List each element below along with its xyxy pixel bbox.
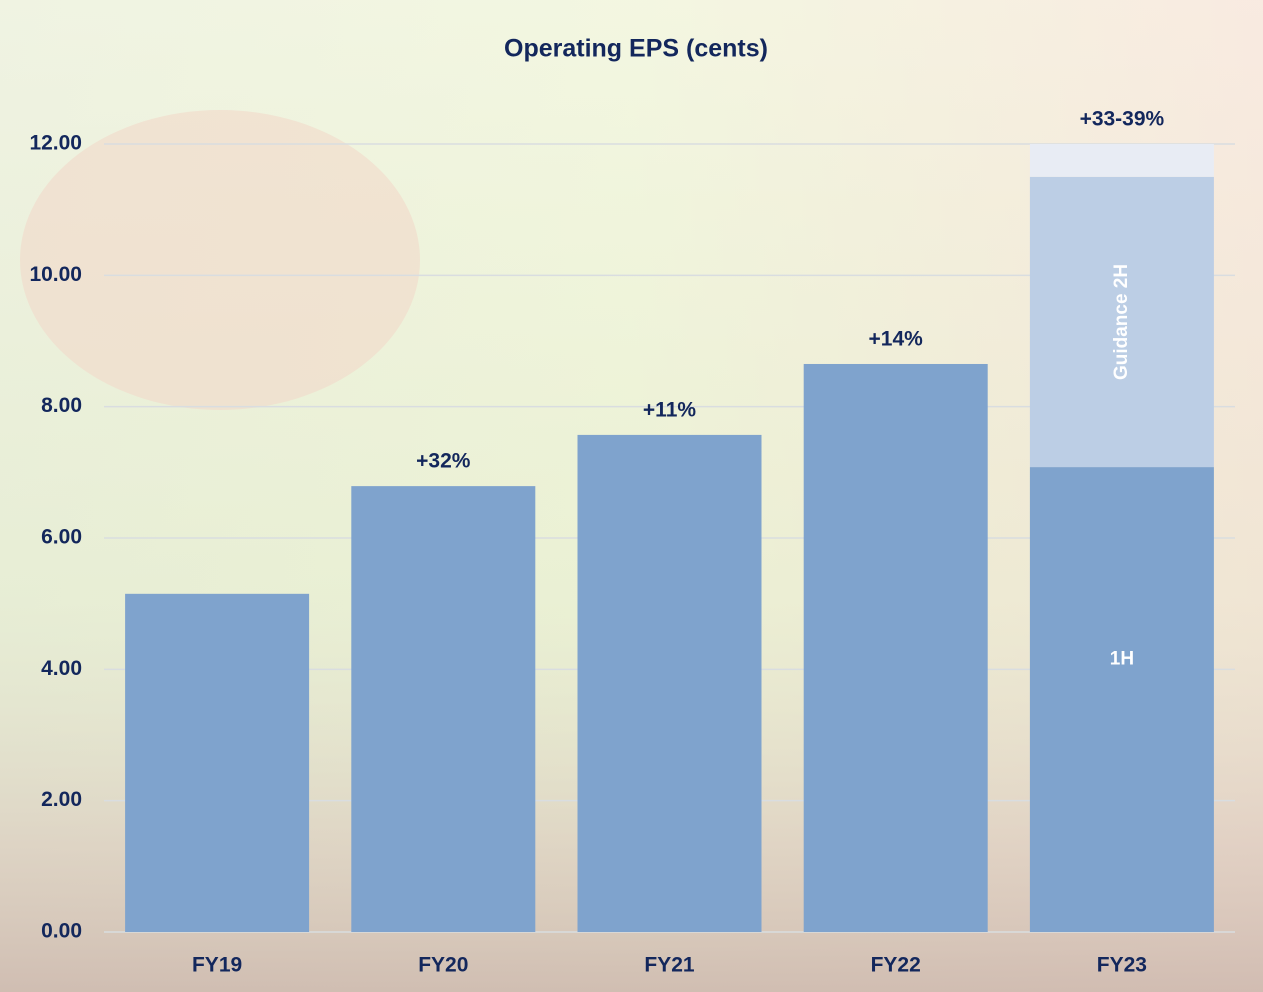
growth-label: +32% — [416, 450, 471, 473]
y-tick-label: 8.00 — [41, 394, 82, 417]
bar — [578, 435, 762, 932]
chart: Operating EPS (cents) 0.00 2.00 4.00 6.00 8.… — [0, 0, 1263, 992]
growth-label: +33-39% — [1080, 108, 1165, 131]
bar — [1030, 467, 1214, 932]
x-tick-label: FY21 — [644, 954, 695, 977]
bar — [1030, 144, 1214, 177]
bar — [804, 364, 988, 932]
bar — [125, 594, 309, 932]
hand-image — [20, 110, 420, 410]
chart-title: Operating EPS (cents) — [504, 35, 768, 63]
growth-label: +11% — [643, 398, 696, 421]
growth-label: +14% — [869, 328, 924, 351]
x-tick-label: FY23 — [1097, 954, 1147, 977]
segment-label: Guidance 2H — [1111, 264, 1132, 380]
y-tick-label: 10.00 — [29, 263, 82, 286]
x-tick-label: FY22 — [871, 954, 921, 977]
bar — [351, 486, 535, 932]
segment-label: 1H — [1110, 649, 1134, 670]
y-tick-label: 2.00 — [41, 788, 82, 811]
x-tick-label: FY20 — [418, 954, 468, 977]
y-tick-label: 6.00 — [41, 526, 82, 549]
y-tick-label: 12.00 — [29, 132, 82, 155]
x-tick-label: FY19 — [192, 954, 242, 977]
y-tick-label: 0.00 — [41, 920, 82, 943]
y-tick-label: 4.00 — [41, 657, 82, 680]
